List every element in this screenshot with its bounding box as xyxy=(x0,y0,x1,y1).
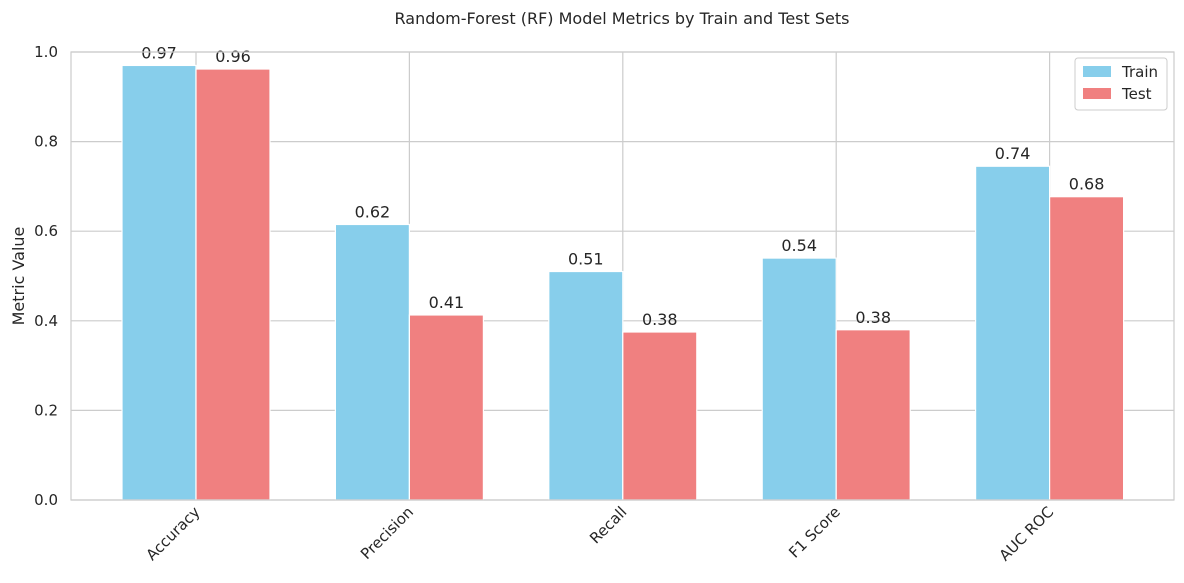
legend: Train Test xyxy=(1074,57,1168,111)
bar-test xyxy=(835,329,911,501)
data-label-test: 0.96 xyxy=(215,47,251,66)
y-axis-label: Metric Value xyxy=(9,227,28,326)
x-tick-label: Precision xyxy=(357,503,417,563)
x-tick-label: Accuracy xyxy=(143,503,204,564)
data-label-train: 0.54 xyxy=(781,236,817,255)
data-labels: 0.97 0.62 0.51 0.54 0.74 0.96 0.41 0.38 0.38 0.68 xyxy=(141,43,1104,329)
data-label-train: 0.97 xyxy=(141,43,177,62)
y-tick-label: 0.2 xyxy=(34,401,58,419)
bar-test xyxy=(195,68,271,501)
bar-train xyxy=(548,270,624,501)
x-tick-label: AUC ROC xyxy=(996,503,1058,565)
data-label-test: 0.68 xyxy=(1069,175,1105,194)
data-label-train: 0.74 xyxy=(995,144,1031,163)
data-label-train: 0.62 xyxy=(355,202,391,221)
bar-train xyxy=(974,165,1051,501)
x-tick-label: Recall xyxy=(586,503,630,547)
chart-title: Random-Forest (RF) Model Metrics by Trai… xyxy=(395,9,850,28)
bar-test xyxy=(408,314,484,501)
bars xyxy=(121,64,1125,501)
y-tick-label: 1.0 xyxy=(34,43,58,61)
data-label-train: 0.51 xyxy=(568,250,604,269)
y-tick-label: 0.0 xyxy=(34,491,58,509)
y-tick-label: 0.4 xyxy=(34,312,58,330)
y-tick-labels: 0.0 0.2 0.4 0.6 0.8 1.0 xyxy=(34,43,58,509)
data-label-test: 0.38 xyxy=(855,308,891,327)
bar-train xyxy=(761,257,837,501)
plot-frame xyxy=(70,51,1175,501)
y-tick-label: 0.6 xyxy=(34,222,58,240)
legend-swatch-test xyxy=(1083,88,1111,99)
x-tick-labels: Accuracy Precision Recall F1 Score AUC ROC xyxy=(143,503,1058,565)
legend-label-train: Train xyxy=(1121,63,1158,81)
legend-label-test: Test xyxy=(1121,85,1152,103)
x-tick-label: F1 Score xyxy=(785,503,844,562)
bar-train xyxy=(121,64,197,501)
bar-test xyxy=(622,331,698,501)
bar-train xyxy=(334,223,410,501)
y-tick-label: 0.8 xyxy=(34,133,58,151)
data-label-test: 0.41 xyxy=(429,293,465,312)
legend-swatch-train xyxy=(1083,66,1111,77)
bar-test xyxy=(1048,196,1125,501)
data-label-test: 0.38 xyxy=(642,310,678,329)
